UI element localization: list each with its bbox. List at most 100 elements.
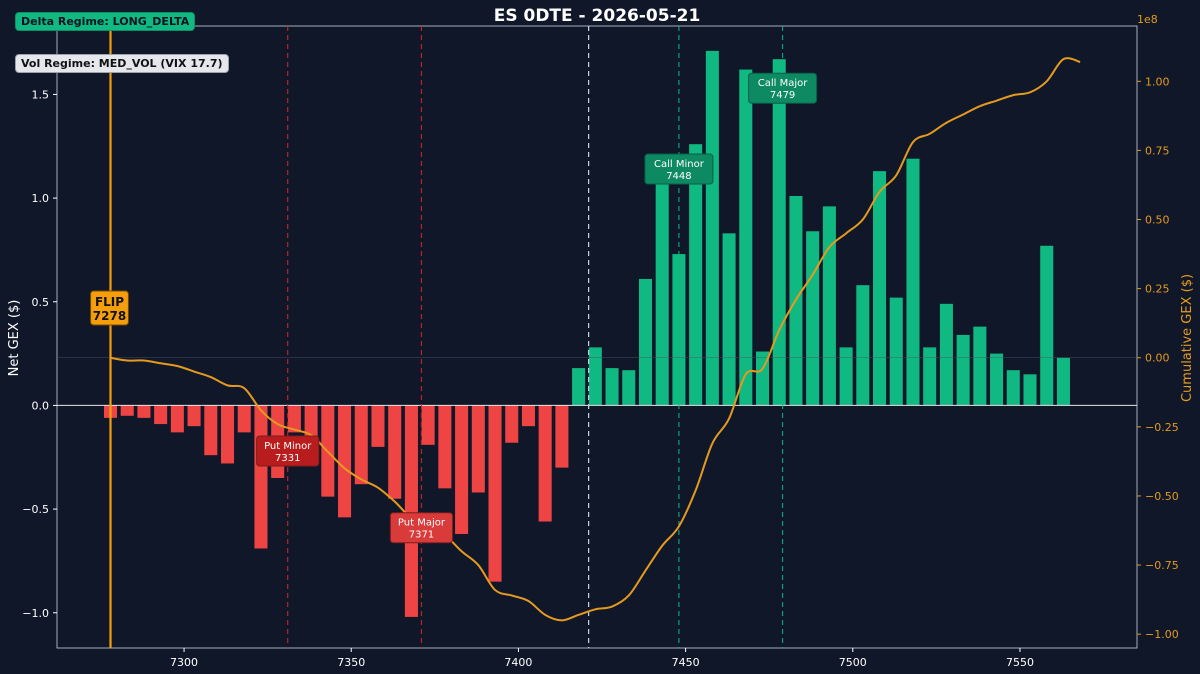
negative-gex-bar [538,405,552,522]
negative-gex-bar [170,405,184,433]
negative-gex-bar [555,405,569,468]
negative-gex-bar [488,405,502,582]
put-level-label-text: 7331 [275,453,300,464]
y2-tick-label: −0.75 [1145,559,1179,572]
x-tick-label: 7450 [672,656,700,669]
put-level-label-text: Put Major [398,518,446,529]
call-level-label-text: Call Minor [654,159,705,170]
positive-gex-bar [839,347,853,406]
negative-gex-bar [137,405,151,418]
positive-gex-bar [622,370,636,406]
negative-gex-bar [354,405,368,485]
cumulative-gex-line [110,57,1081,622]
y2-axis-label: Cumulative GEX ($) [1180,274,1195,402]
negative-gex-bar [254,405,268,549]
positive-gex-bar [990,353,1004,406]
y2-tick-label: 0.50 [1145,214,1170,227]
y-tick-label: 1.0 [32,192,50,205]
plot-frame [56,25,1138,649]
y-tick-label: 0.5 [32,296,50,309]
negative-gex-bar [187,405,201,427]
negative-gex-bar [371,405,385,447]
positive-gex-bar [956,334,970,406]
put-level-label-box [389,512,454,544]
positive-gex-bar [689,144,703,406]
negative-gex-bar [154,405,168,425]
positive-gex-bar [1056,357,1070,406]
flip-label-box [90,290,129,326]
y2-tick-label: 1.00 [1145,75,1170,88]
delta-regime-badge: Delta Regime: LONG_DELTA [15,12,196,31]
y-tick-label: −1.0 [22,607,49,620]
y2-tick-label: −1.00 [1145,628,1179,641]
positive-gex-bar [873,171,887,406]
positive-gex-bar [889,297,903,406]
y2-scale-label: 1e8 [1137,13,1158,26]
y2-tick-label: −0.25 [1145,421,1179,434]
plot-area: 7300 7350 7400 7450 7500 7550 −1.0 −0.5 0.0 0.5 1.… [22,25,1179,669]
x-tick-label: 7500 [839,656,867,669]
y2-tick-label: −0.50 [1145,490,1179,503]
positive-gex-bar [672,254,686,406]
positive-gex-bar [772,59,786,406]
positive-gex-bar [705,50,719,406]
negative-gex-bar [287,405,301,433]
positive-gex-bar [722,233,736,406]
put-level-label-text: Put Minor [264,441,312,452]
vol-regime-badge: Vol Regime: MED_VOL (VIX 17.7) [15,54,229,73]
x-tick-label: 7400 [504,656,532,669]
y2-tick-label: 0.25 [1145,283,1170,296]
x-tick-label: 7300 [170,656,198,669]
negative-gex-bar [204,405,218,456]
positive-gex-bar [588,347,602,406]
positive-gex-bar [605,368,619,406]
positive-gex-bar [973,326,987,406]
call-level-label-box [644,153,714,185]
y-tick-label: 1.5 [32,88,50,101]
x-tick-label: 7550 [1006,656,1034,669]
negative-gex-bar [120,405,134,416]
negative-gex-bar [471,405,485,493]
positive-gex-bar [1040,245,1054,406]
call-level-label-text: Call Major [758,78,808,89]
y-tick-label: −0.5 [22,503,49,516]
positive-gex-bar [806,231,820,406]
put-level-label-box [256,435,320,467]
negative-gex-bar [338,405,352,518]
chart-title: ES 0DTE - 2026-05-21 [494,6,701,26]
flip-label-text: 7278 [93,309,126,323]
y2-tick-label: 0.00 [1145,352,1170,365]
call-level-label-text: 7448 [666,171,691,182]
positive-gex-bar [572,368,586,406]
positive-gex-bar [906,158,920,406]
negative-gex-bar [438,405,452,489]
positive-gex-bar [939,303,953,406]
flip-label-text: FLIP [95,295,124,309]
call-level-label-box [748,72,818,104]
positive-gex-bar [822,206,836,406]
negative-gex-bar [421,405,435,445]
negative-gex-bar [455,405,469,534]
positive-gex-bar [1006,370,1020,406]
y-axis-label: Net GEX ($) [7,300,22,377]
positive-gex-bar [739,69,753,406]
positive-gex-bar [923,347,937,406]
negative-gex-bar [237,405,251,433]
x-tick-label: 7350 [337,656,365,669]
put-level-label-text: 7371 [409,530,434,541]
positive-gex-bar [1023,374,1037,406]
negative-gex-bar [404,405,418,617]
negative-gex-bar [521,405,535,427]
positive-gex-bar [856,285,870,406]
negative-gex-bar [388,405,402,499]
y-tick-label: 0.0 [32,399,50,412]
y2-tick-label: 0.75 [1145,144,1170,157]
negative-gex-bar [505,405,519,443]
